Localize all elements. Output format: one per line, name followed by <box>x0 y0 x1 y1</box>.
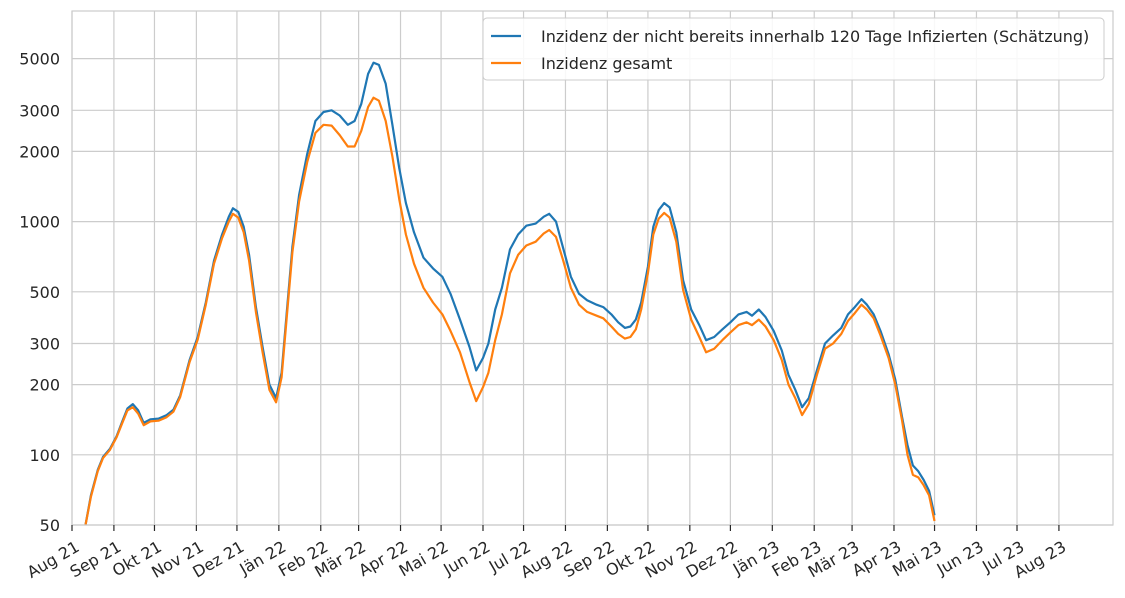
y-tick-label: 2000 <box>19 142 60 161</box>
series-line-1 <box>84 61 936 526</box>
legend-label-2: Inzidenz gesamt <box>541 54 672 73</box>
x-tick-label: Jun 23 <box>933 537 987 579</box>
plot-frame <box>71 10 1114 526</box>
grid-lines <box>71 11 1113 526</box>
legend-box <box>482 17 1105 81</box>
y-tick-label: 50 <box>40 516 60 535</box>
y-tick-label: 5000 <box>19 50 60 69</box>
y-tick-label: 200 <box>29 376 60 395</box>
legend: Inzidenz der nicht bereits innerhalb 120… <box>482 17 1105 81</box>
y-tick-label: 3000 <box>19 101 60 120</box>
plot-area <box>72 11 1113 525</box>
y-tick-label: 1000 <box>19 213 60 232</box>
y-tick-label: 300 <box>29 335 60 354</box>
y-tick-label: 500 <box>29 283 60 302</box>
series-lines <box>84 61 936 526</box>
x-tick-label: Jun 22 <box>439 537 493 579</box>
y-tick-label: 100 <box>29 446 60 465</box>
legend-label-1: Inzidenz der nicht bereits innerhalb 120… <box>541 27 1089 46</box>
series-line-2 <box>84 96 936 526</box>
